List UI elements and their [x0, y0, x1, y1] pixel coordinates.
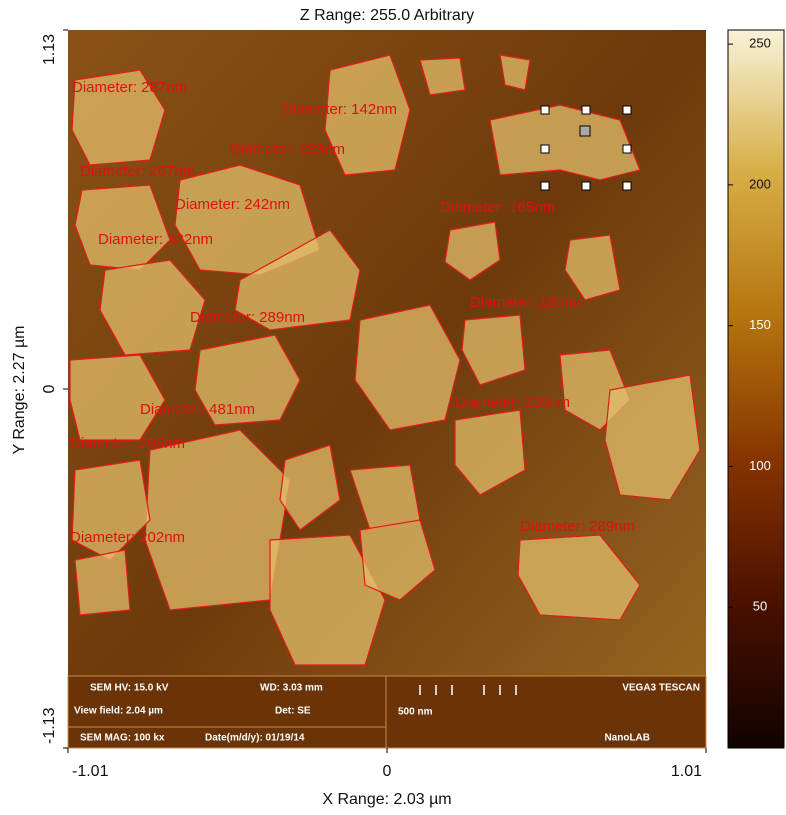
x-axis-label: X Range: 2.03 µm — [322, 791, 451, 808]
diameter-label: Diameter: 165nm — [440, 199, 555, 216]
info-hv: SEM HV: 15.0 kV — [90, 683, 169, 694]
colorbar-tick-label: 250 — [749, 36, 771, 51]
y-tick-label: 0 — [41, 384, 58, 393]
info-panel: SEM HV: 15.0 kV WD: 3.03 mm VEGA3 TESCAN… — [68, 676, 706, 748]
colorbar-tick-label: 100 — [749, 458, 771, 473]
y-tick-label: 1.13 — [41, 34, 58, 65]
x-tick-label: -1.01 — [72, 763, 109, 780]
handle — [541, 182, 549, 190]
chart-title: Z Range: 255.0 Arbitrary — [300, 7, 474, 24]
chart: Z Range: 255.0 Arbitrary — [0, 0, 786, 810]
colorbar-tick-label: 50 — [753, 599, 767, 614]
diameter-label: Diameter: 142nm — [282, 101, 397, 118]
info-lab: NanoLAB — [604, 733, 650, 744]
info-mag: SEM MAG: 100 kx — [80, 733, 165, 744]
handle — [582, 106, 590, 114]
diameter-label: Diameter: 333nm — [230, 141, 345, 158]
grain — [75, 550, 130, 615]
colorbar-tick-label: 150 — [749, 317, 771, 332]
handle — [623, 106, 631, 114]
info-date: Date(m/d/y): 01/19/14 — [205, 733, 305, 744]
x-tick-label: 0 — [383, 763, 392, 780]
diameter-label: Diameter: 202nm — [70, 529, 185, 546]
diameter-label: Diameter: 287nm — [72, 79, 187, 96]
handle — [541, 106, 549, 114]
diameter-label: Diameter: 267nm — [80, 163, 195, 180]
info-scale: 500 nm — [398, 707, 433, 718]
grain — [500, 55, 530, 90]
info-det: Det: SE — [275, 706, 311, 717]
handle — [582, 182, 590, 190]
diameter-label: Diameter: 165nm — [470, 294, 585, 311]
x-tick-label: 1.01 — [671, 763, 702, 780]
info-wd: WD: 3.03 mm — [260, 683, 323, 694]
handle — [541, 145, 549, 153]
info-view-field: View field: 2.04 µm — [74, 706, 163, 717]
diameter-label: Diameter: 289nm — [520, 518, 635, 535]
handle — [623, 182, 631, 190]
colorbar — [728, 30, 784, 748]
diameter-label: Diameter: 322nm — [98, 231, 213, 248]
diameter-label: Diameter: 239nm — [455, 394, 570, 411]
y-tick-label: -1.13 — [41, 707, 58, 744]
diameter-label: Diameter: 296nm — [70, 435, 185, 452]
handle — [580, 126, 590, 136]
info-brand: VEGA3 TESCAN — [622, 683, 700, 694]
diameter-label: Diameter: 289nm — [190, 309, 305, 326]
y-axis-label: Y Range: 2.27 µm — [11, 326, 28, 455]
diameter-label: Diameter: 242nm — [175, 196, 290, 213]
diameter-label: Diameter: 481nm — [140, 401, 255, 418]
handle — [623, 145, 631, 153]
colorbar-tick-label: 200 — [749, 176, 771, 191]
